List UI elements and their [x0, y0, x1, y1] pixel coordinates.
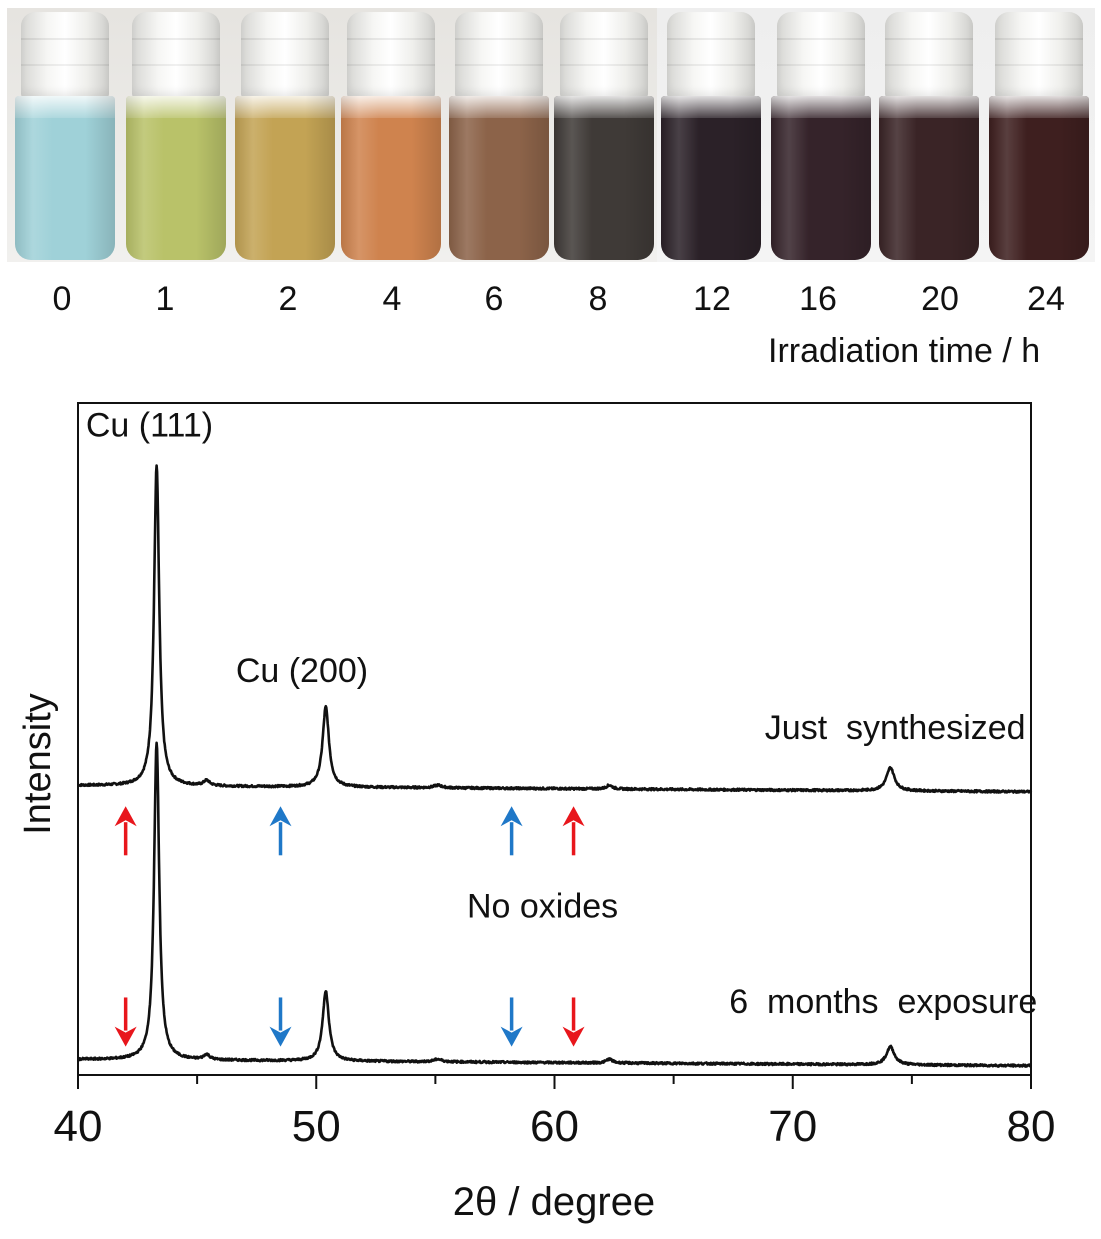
irradiation-time-label: 24 — [1027, 280, 1065, 318]
vial — [339, 12, 443, 262]
x-tick-label: 50 — [292, 1102, 341, 1151]
series-line-just-synthesized — [77, 464, 1033, 794]
vial-cap — [455, 12, 543, 98]
vial-cap — [241, 12, 329, 98]
vial — [552, 12, 656, 262]
oxide-position-arrow — [562, 806, 585, 856]
oxide-position-arrow — [114, 997, 137, 1047]
x-tick-label: 60 — [530, 1102, 579, 1151]
y-axis-label: Intensity — [17, 693, 59, 835]
vial-liquid — [235, 96, 335, 260]
annotation-label: Cu (200) — [236, 652, 368, 690]
oxide-position-arrow — [500, 806, 523, 856]
irradiation-time-label: 16 — [799, 280, 837, 318]
vial-liquid — [661, 96, 761, 260]
irradiation-time-label: 0 — [52, 280, 72, 318]
vial-liquid — [554, 96, 654, 260]
series-layer — [77, 464, 1033, 1068]
vial — [13, 12, 117, 262]
oxide-position-arrow — [114, 806, 137, 856]
vial-liquid — [989, 96, 1089, 260]
irradiation-time-axis-label: Irradiation time / h — [768, 332, 1041, 370]
arrow-layer — [114, 806, 585, 1047]
vial — [877, 12, 981, 262]
irradiation-time-label: 1 — [155, 280, 175, 318]
annotation-label: Just synthesized — [765, 709, 1026, 747]
vial-cap — [777, 12, 865, 98]
annotation-label: 6 months exposure — [729, 983, 1037, 1021]
vial-cap — [667, 12, 755, 98]
vial-liquid — [771, 96, 871, 260]
oxide-position-arrow — [500, 997, 523, 1047]
vial — [659, 12, 763, 262]
irradiation-time-label: 2 — [278, 280, 298, 318]
vial-cap — [995, 12, 1083, 98]
vial-cap — [347, 12, 435, 98]
vial-liquid — [449, 96, 549, 260]
irradiation-time-label: 20 — [921, 280, 959, 318]
x-tick-label: 70 — [768, 1102, 817, 1151]
vial-liquid — [15, 96, 115, 260]
x-axis: 40 50 60 70 80 — [54, 1075, 1056, 1151]
irradiation-time-label: 12 — [693, 280, 731, 318]
vial-liquid — [126, 96, 226, 260]
irradiation-time-label: 6 — [484, 280, 504, 318]
vial — [447, 12, 551, 262]
x-tick-label: 80 — [1007, 1102, 1056, 1151]
vial — [769, 12, 873, 262]
vial-cap — [560, 12, 648, 98]
vial-cap — [132, 12, 220, 98]
x-tick-label: 40 — [54, 1102, 103, 1151]
annotation-label: Cu (111) — [86, 407, 213, 445]
vial-cap — [885, 12, 973, 98]
oxide-position-arrow — [269, 997, 292, 1047]
oxide-position-arrow — [269, 806, 292, 856]
vial-liquid — [879, 96, 979, 260]
annotation-layer: Cu (111) Cu (200) Just synthesized No oxide… — [86, 407, 1037, 1021]
vial — [987, 12, 1091, 262]
series-line-6-months-exposure — [77, 741, 1032, 1068]
irradiation-time-label: 8 — [588, 280, 608, 318]
annotation-label: No oxides — [467, 887, 618, 925]
vial — [124, 12, 228, 262]
oxide-position-arrow — [562, 997, 585, 1047]
irradiation-time-label: 4 — [382, 280, 402, 318]
vial-liquid — [341, 96, 441, 260]
x-axis-label: 2θ / degree — [453, 1180, 655, 1224]
vial-cap — [21, 12, 109, 98]
vial — [233, 12, 337, 262]
